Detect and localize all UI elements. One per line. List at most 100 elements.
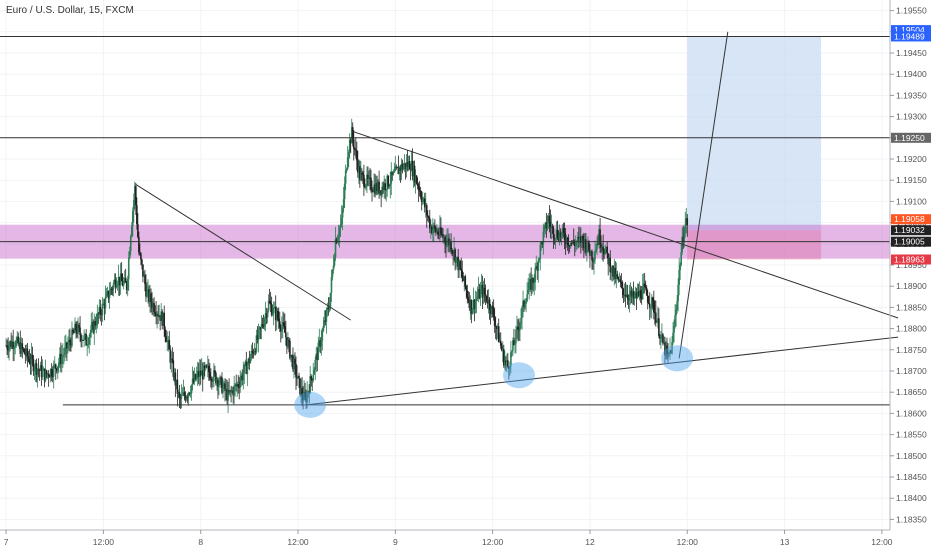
candle-body (421, 199, 424, 203)
candle-body (92, 321, 95, 333)
candle-body (637, 291, 640, 296)
candle-body (278, 321, 281, 328)
candle-body (139, 252, 141, 254)
candle-body (150, 293, 152, 303)
candle-body (245, 361, 248, 374)
candle-body (24, 353, 27, 356)
price-tick-label: 1.19400 (896, 69, 927, 79)
candle-body (663, 342, 665, 344)
candle-body (625, 294, 628, 297)
candle-body (74, 323, 76, 333)
candle-body (599, 229, 601, 245)
candle-body (156, 314, 158, 317)
candle-body (454, 249, 456, 263)
candle-body (578, 236, 580, 238)
candle-body (546, 223, 549, 229)
candle-body (536, 266, 539, 271)
candle-body (336, 238, 339, 243)
candle-body (272, 307, 275, 314)
candle-body (256, 335, 259, 340)
candle-body (576, 236, 579, 242)
candle-body (511, 350, 513, 353)
candle-body (486, 300, 489, 304)
candle-body (669, 350, 671, 354)
candle-body (623, 294, 626, 296)
candle-body (658, 318, 660, 336)
candle-body (531, 278, 533, 290)
price-tick-label: 1.18750 (896, 345, 927, 355)
candle-body (519, 323, 521, 330)
candle-body (55, 368, 58, 372)
candle-body (169, 349, 172, 363)
candle-body (621, 282, 624, 289)
candle-body (549, 221, 552, 227)
candle-body (386, 175, 389, 190)
candle-body (361, 172, 363, 174)
candle-body (659, 335, 661, 339)
candle-body (194, 374, 197, 379)
candle-body (493, 317, 496, 326)
candle-body (597, 243, 599, 245)
candle-body (633, 295, 636, 299)
candle-body (508, 367, 510, 370)
candle-body (628, 294, 631, 301)
candle-body (168, 339, 171, 350)
price-tick-label: 1.19450 (896, 48, 927, 58)
candle-body (223, 383, 225, 387)
candle-body (535, 266, 538, 269)
candle-body (173, 372, 176, 377)
candle-body (678, 270, 680, 285)
candle-body (446, 241, 448, 246)
candle-body (476, 297, 479, 299)
candle-body (43, 368, 46, 381)
candle-body (36, 369, 39, 375)
price-badge-label: 1.19058 (894, 214, 925, 224)
candle-body (181, 394, 184, 396)
candle-body (499, 340, 502, 346)
candle-body (236, 384, 238, 387)
candle-body (464, 276, 467, 287)
candle-body (149, 293, 151, 302)
candle-body (369, 177, 371, 179)
candle-body (420, 196, 423, 203)
candle-body (8, 345, 10, 351)
candle-body (603, 250, 605, 255)
candle-body (592, 260, 594, 263)
candle-body (640, 298, 643, 300)
candle-body (45, 370, 48, 375)
candle-body (324, 320, 327, 322)
candle-body (119, 273, 122, 286)
candle-body (29, 363, 32, 365)
candle-body (174, 372, 177, 386)
candle-body (494, 325, 497, 327)
candle-body (583, 239, 585, 248)
candle-body (163, 312, 166, 330)
candle-body (302, 396, 304, 400)
candle-body (28, 358, 31, 364)
candle-body (377, 181, 379, 191)
candle-body (135, 186, 137, 206)
candle-body (373, 184, 375, 192)
candle-body (613, 267, 616, 277)
candle-body (609, 257, 612, 273)
candle-body (208, 365, 210, 373)
candle-body (641, 286, 644, 300)
candle-body (175, 379, 178, 386)
price-badge-label: 1.19250 (894, 133, 925, 143)
candle-body (616, 274, 619, 277)
candle-body (371, 189, 373, 192)
price-tick-label: 1.19550 (896, 6, 927, 16)
candle-body (332, 265, 335, 271)
candle-body (82, 339, 84, 341)
candle-body (341, 208, 344, 218)
candle-body (465, 286, 468, 291)
candle-body (606, 246, 608, 254)
candle-body (675, 309, 677, 316)
candle-body (479, 289, 482, 299)
candle-body (299, 378, 301, 395)
candle-body (62, 355, 64, 357)
candle-body (148, 289, 150, 302)
candle-body (292, 355, 294, 370)
candle-body (604, 249, 606, 255)
